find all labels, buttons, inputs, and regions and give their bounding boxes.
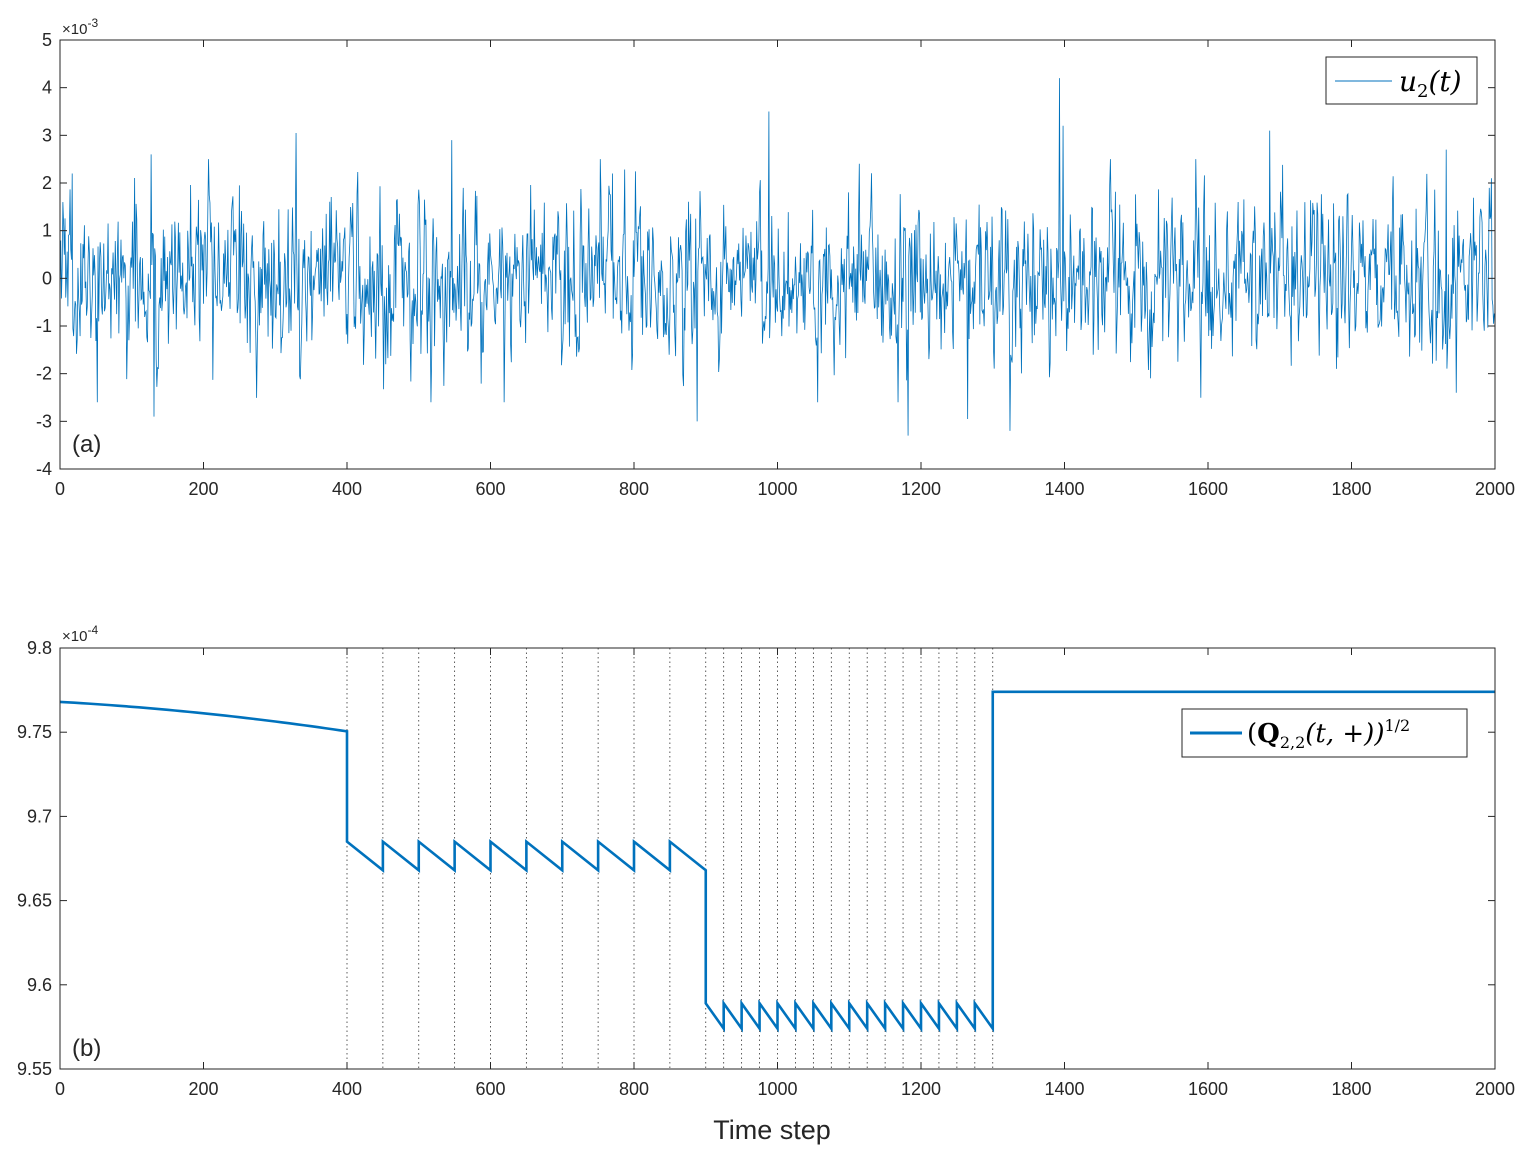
panel-a-tag: (a) <box>72 431 101 458</box>
panel-a-y-ticks: -4 -3 -2 -1 0 1 2 3 4 5 <box>36 30 1495 479</box>
panel-b-x-tick-label: 800 <box>619 1079 649 1099</box>
panel-a-y-tick-label: 1 <box>42 221 52 241</box>
panel-b-y-tick-label: 9.7 <box>27 806 52 826</box>
panel-b-x-ticks: 0 200 400 600 800 1000 1200 1400 1600 1800 2000 <box>55 648 1515 1099</box>
panel-a-y-tick-label: -1 <box>36 316 52 336</box>
panel-a-x-tick-label: 2000 <box>1475 479 1515 499</box>
panel-b-y-tick-label: 9.6 <box>27 975 52 995</box>
panel-b-legend-label: (Q2,2(t, +))1/2 <box>1247 716 1410 752</box>
panel-a-legend-label: u2(t) <box>1399 65 1462 102</box>
panel-a-x-tick-label: 400 <box>332 479 362 499</box>
panel-a-y-tick-label: -2 <box>36 364 52 384</box>
panel-b-x-tick-label: 1600 <box>1188 1079 1228 1099</box>
panel-a-y-tick-label: 5 <box>42 30 52 50</box>
panel-a-y-tick-label: 4 <box>42 78 52 98</box>
panel-a-x-tick-label: 1000 <box>757 479 797 499</box>
panel-b-x-tick-label: 600 <box>475 1079 505 1099</box>
panel-a-chart: 0 200 400 600 800 1000 1200 1400 1600 1800 2000 -4… <box>36 16 1515 499</box>
panel-b-chart: 0 200 400 600 800 1000 1200 1400 1600 1800 2000 9.… <box>17 623 1515 1145</box>
panel-b-x-tick-label: 1400 <box>1044 1079 1084 1099</box>
panel-b-tag: (b) <box>72 1035 101 1062</box>
panel-a-y-tick-label: 3 <box>42 125 52 145</box>
panel-b-x-tick-label: 400 <box>332 1079 362 1099</box>
panel-a-series-u2 <box>59 78 1495 436</box>
panel-b-line-q22 <box>59 690 1495 1033</box>
panel-b-y-exponent: ×10-4 <box>62 623 98 645</box>
panel-a-x-tick-label: 1200 <box>901 479 941 499</box>
panel-b-y-tick-label: 9.65 <box>17 891 52 911</box>
panel-b-y-tick-label: 9.75 <box>17 722 52 742</box>
panel-b-x-axis-label: Time step <box>713 1115 831 1145</box>
panel-a-y-tick-label: -3 <box>36 411 52 431</box>
panel-a-x-tick-label: 1400 <box>1044 479 1084 499</box>
panel-b-y-ticks: 9.55 9.6 9.65 9.7 9.75 9.8 <box>17 638 1495 1079</box>
panel-b-x-tick-label: 200 <box>188 1079 218 1099</box>
panel-b-x-tick-label: 1800 <box>1331 1079 1371 1099</box>
panel-a-line-u2 <box>59 78 1495 436</box>
panel-a-x-tick-label: 1600 <box>1188 479 1228 499</box>
panel-b-x-tick-label: 0 <box>55 1079 65 1099</box>
panel-a-x-ticks: 0 200 400 600 800 1000 1200 1400 1600 1800 2000 <box>55 40 1515 499</box>
panel-b-x-tick-label: 2000 <box>1475 1079 1515 1099</box>
panel-a-x-tick-label: 0 <box>55 479 65 499</box>
panel-a-y-tick-label: 2 <box>42 173 52 193</box>
panel-a-x-tick-label: 800 <box>619 479 649 499</box>
panel-b-y-tick-label: 9.55 <box>17 1059 52 1079</box>
panel-b-legend: (Q2,2(t, +))1/2 <box>1181 708 1468 758</box>
panel-b-y-tick-label: 9.8 <box>27 638 52 658</box>
panel-b-x-tick-label: 1200 <box>901 1079 941 1099</box>
panel-a-legend: u2(t) <box>1325 56 1478 105</box>
panel-a-y-tick-label: 0 <box>42 268 52 288</box>
panel-a-y-exponent: ×10-3 <box>62 16 98 38</box>
panel-a-x-tick-label: 200 <box>188 479 218 499</box>
panel-b-series-q22 <box>59 690 1495 1033</box>
panel-b-x-tick-label: 1000 <box>757 1079 797 1099</box>
panel-a-x-tick-label: 1800 <box>1331 479 1371 499</box>
panel-a-y-tick-label: -4 <box>36 459 52 479</box>
panel-a-x-tick-label: 600 <box>475 479 505 499</box>
